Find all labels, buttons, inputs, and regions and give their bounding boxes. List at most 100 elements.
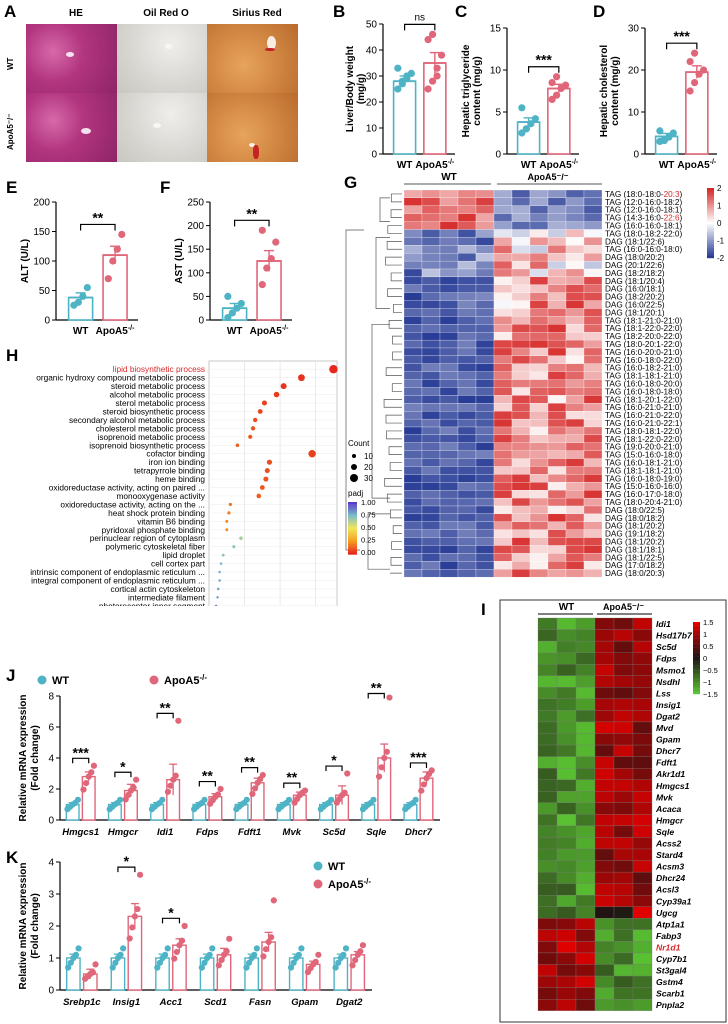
gene-label: Dhcr7: [656, 746, 682, 756]
heatmap-cell: [556, 941, 577, 954]
heatmap-cell: [529, 497, 549, 507]
heatmap-cell: [583, 363, 603, 372]
color-scale-label: -1: [717, 237, 725, 246]
gene-label: Dhcr24: [656, 873, 685, 883]
color-scale-segment: [707, 244, 714, 247]
heatmap-cell: [583, 347, 603, 357]
heatmap-cell: [457, 229, 477, 238]
color-scale-label: 1: [717, 202, 722, 211]
heatmap-cell: [493, 513, 513, 522]
dendrogram-branch: [383, 399, 402, 408]
heatmap-cell: [583, 379, 603, 388]
heatmap-cell: [511, 292, 531, 301]
heatmap-row-label: DAG (18:0/20:3): [605, 569, 665, 578]
heatmap-cell: [421, 276, 441, 285]
heatmap-cell: [594, 848, 615, 861]
data-point: [394, 85, 402, 93]
heatmap-cell: [511, 332, 531, 341]
heatmap-cell: [439, 474, 459, 483]
heatmap-cell: [613, 617, 634, 630]
size-legend-dot: [352, 454, 356, 458]
heatmap-cell: [457, 197, 477, 206]
heatmap-cell: [632, 687, 653, 700]
data-point: [383, 748, 390, 755]
go-term-label: isoprenoid biosynthetic process: [89, 440, 205, 450]
heatmap-cell: [565, 505, 585, 515]
heatmap-cell: [556, 617, 577, 630]
color-scale-segment: [693, 663, 700, 666]
heatmap-cell: [583, 355, 603, 364]
heatmap-cell: [575, 756, 596, 769]
y-tick-label: 0: [633, 150, 639, 161]
go-term-label: perinuclear region of cytoplasm: [90, 533, 205, 543]
data-point: [265, 938, 272, 946]
heatmap-cell: [556, 998, 577, 1011]
dendrogram-branch: [390, 272, 402, 282]
heatmap-cell: [556, 756, 577, 769]
heatmap-cell: [457, 497, 477, 507]
heatmap-cell: [439, 418, 459, 428]
data-point: [295, 951, 302, 958]
heatmap-cell: [493, 482, 513, 491]
color-legend-segment: [348, 548, 357, 551]
heatmap-cell: [403, 197, 423, 206]
x-category-label: Hmgcr: [108, 827, 139, 838]
data-point: [428, 767, 435, 774]
heatmap-cell: [457, 513, 477, 522]
heatmap-cell: [565, 466, 585, 475]
heatmap-cell: [583, 237, 603, 246]
heatmap-cell: [613, 825, 634, 838]
heatmap-cell: [421, 387, 441, 396]
heatmap-cell: [439, 268, 459, 278]
legend-ko-superscript: -/-: [363, 877, 371, 886]
heatmap-cell: [594, 721, 615, 734]
heatmap-cell: [511, 355, 531, 364]
x-category-label: Gpam: [291, 997, 318, 1008]
heatmap-row-label: TAG (16:0-18:0-19:0): [605, 474, 682, 483]
heatmap-cell: [575, 929, 596, 942]
data-point: [272, 238, 280, 246]
heatmap-cell: [439, 221, 459, 230]
color-legend-segment: [348, 523, 357, 526]
color-scale-segment: [707, 228, 714, 231]
heatmap-cell: [583, 221, 603, 230]
heatmap-row-label: DAG (19:1/18:2): [605, 530, 665, 539]
go-term-point: [225, 519, 229, 523]
go-term-point: [216, 596, 219, 599]
data-point: [171, 955, 178, 962]
heatmap-cell: [547, 205, 567, 214]
heatmap-cell: [475, 545, 495, 554]
heatmap-cell: [439, 205, 459, 214]
heatmap-cell: [421, 561, 441, 570]
heatmap-cell: [493, 292, 513, 301]
heatmap-cell: [493, 553, 513, 562]
color-scale-segment: [693, 634, 700, 637]
heatmap-cell: [493, 355, 513, 364]
data-point: [686, 58, 694, 66]
dendrogram-branch: [379, 197, 390, 222]
heatmap-cell: [475, 268, 495, 278]
heatmap-cell: [457, 466, 477, 475]
color-scale-segment: [707, 216, 714, 219]
heatmap-cell: [493, 418, 513, 428]
gene-label: Mvk: [656, 792, 674, 802]
heatmap-cell: [632, 860, 653, 873]
heatmap-cell: [556, 698, 577, 711]
dendrogram-branch: [387, 288, 402, 297]
heatmap-cell: [403, 458, 423, 467]
panel-label-i: I: [481, 600, 486, 619]
heatmap-cell: [547, 260, 567, 270]
heatmap-cell: [583, 300, 603, 309]
heatmap-cell: [421, 371, 441, 380]
heatmap-cell: [529, 371, 549, 380]
y-axis-label-line: content (mg/g): [472, 56, 483, 125]
heatmap-row-label: DAG (18:0/22:5): [605, 506, 665, 515]
color-scale-segment: [693, 654, 700, 657]
x-label-ko-superscript: -/-: [282, 325, 289, 332]
dendrogram-branch: [375, 237, 390, 309]
heatmap-cell: [594, 929, 615, 942]
heatmap-cell: [475, 434, 495, 443]
go-term-label: cell cortex part: [151, 559, 206, 569]
data-point: [75, 945, 82, 952]
heatmap-cell: [403, 292, 423, 301]
